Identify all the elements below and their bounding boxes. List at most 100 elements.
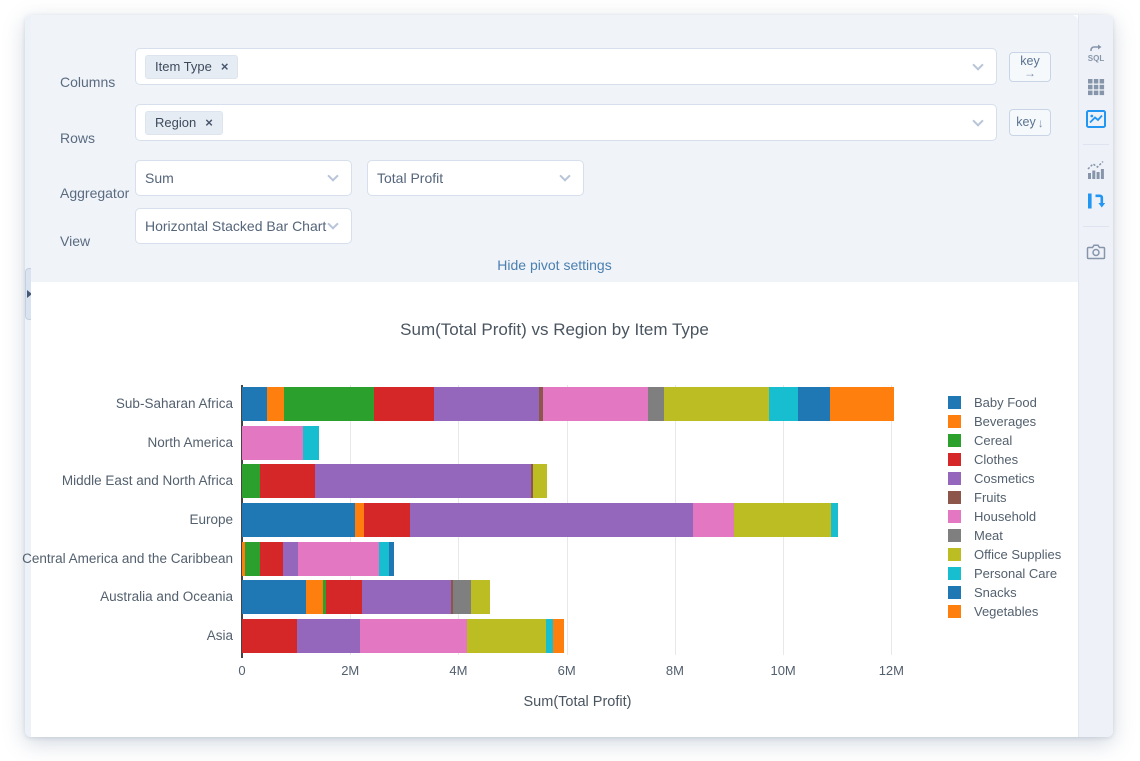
bar-segment[interactable] xyxy=(244,541,261,576)
legend-swatch xyxy=(948,510,961,523)
bar-segment[interactable] xyxy=(409,503,693,537)
view-select[interactable]: Horizontal Stacked Bar Chart xyxy=(135,208,352,244)
stacked-bar xyxy=(242,387,895,422)
bar-segment[interactable] xyxy=(362,580,452,615)
bar-segment[interactable] xyxy=(543,387,649,422)
bar-segment[interactable] xyxy=(545,618,553,653)
rows-select[interactable]: Region × xyxy=(135,104,997,141)
view-selected-value: Horizontal Stacked Bar Chart xyxy=(145,218,327,234)
chart-row: Central America and the Caribbean xyxy=(22,541,913,576)
legend-item[interactable]: Baby Food xyxy=(948,393,1061,412)
bar-segment[interactable] xyxy=(373,387,434,422)
bar-segment[interactable] xyxy=(242,580,306,615)
bar-segment[interactable] xyxy=(538,387,544,422)
legend-item[interactable]: Cereal xyxy=(948,431,1061,450)
legend-label: Vegetables xyxy=(974,604,1039,619)
bar-segment[interactable] xyxy=(467,618,546,653)
bar-segment[interactable] xyxy=(692,503,735,537)
legend-item[interactable]: Vegetables xyxy=(948,602,1061,621)
sql-export-icon[interactable]: SQL xyxy=(1085,41,1107,67)
legend-swatch xyxy=(948,567,961,580)
bar-segment[interactable] xyxy=(355,503,365,537)
aggregator-label: Aggregator xyxy=(60,185,130,201)
gridline xyxy=(891,385,893,655)
legend-item[interactable]: Meat xyxy=(948,526,1061,545)
remove-tag-icon[interactable]: × xyxy=(205,114,213,130)
legend-label: Clothes xyxy=(974,452,1019,467)
toolbar-divider xyxy=(1083,226,1109,227)
bar-segment[interactable] xyxy=(359,618,468,653)
bar-segment[interactable] xyxy=(325,580,363,615)
aggregator-value-select[interactable]: Total Profit xyxy=(367,160,584,196)
rows-key-button[interactable]: key ↓ xyxy=(1009,109,1051,136)
legend-item[interactable]: Cosmetics xyxy=(948,469,1061,488)
bar-segment[interactable] xyxy=(734,503,832,537)
stacked-bar xyxy=(242,618,564,653)
columns-key-button[interactable]: key → xyxy=(1009,52,1051,82)
columns-tag-item-type[interactable]: Item Type × xyxy=(145,54,239,79)
bar-segment[interactable] xyxy=(768,387,799,422)
legend-swatch xyxy=(948,453,961,466)
view-label: View xyxy=(60,233,91,249)
data-grid-icon[interactable] xyxy=(1085,75,1107,99)
bar-segment[interactable] xyxy=(298,541,380,576)
legend-item[interactable]: Beverages xyxy=(948,412,1061,431)
bar-segment[interactable] xyxy=(830,387,895,422)
remove-tag-icon[interactable]: × xyxy=(220,58,229,74)
bar-segment[interactable] xyxy=(831,503,838,537)
legend-swatch xyxy=(948,472,961,485)
bar-segment[interactable] xyxy=(242,464,260,499)
bar-segment[interactable] xyxy=(302,425,319,460)
bar-segment[interactable] xyxy=(364,503,410,537)
bar-segment[interactable] xyxy=(389,541,395,576)
hide-pivot-settings-link[interactable]: Hide pivot settings xyxy=(497,257,612,273)
bar-segment[interactable] xyxy=(282,541,299,576)
bar-segment[interactable] xyxy=(453,580,472,615)
bar-segment[interactable] xyxy=(530,464,533,499)
bar-segment[interactable] xyxy=(266,387,284,422)
y-axis-label: Australia and Oceania xyxy=(100,589,233,605)
bar-segment[interactable] xyxy=(471,580,490,615)
bar-segment[interactable] xyxy=(648,387,664,422)
stacked-bar xyxy=(242,541,395,576)
bar-segment[interactable] xyxy=(451,580,454,615)
camera-export-icon[interactable] xyxy=(1085,239,1107,263)
bar-segment[interactable] xyxy=(242,387,267,422)
legend-item[interactable]: Snacks xyxy=(948,583,1061,602)
bar-segment[interactable] xyxy=(242,618,297,653)
bar-segment[interactable] xyxy=(259,464,316,499)
bar-segment[interactable] xyxy=(242,541,245,576)
chart-image-icon[interactable] xyxy=(1085,107,1107,131)
bar-segment[interactable] xyxy=(433,387,539,422)
bar-segment[interactable] xyxy=(379,541,390,576)
bar-segment[interactable] xyxy=(305,580,323,615)
aggregator-select[interactable]: Sum xyxy=(135,160,352,196)
legend-item[interactable]: Household xyxy=(948,507,1061,526)
aggregator-selected-value: Sum xyxy=(145,170,174,186)
pivot-transpose-icon[interactable] xyxy=(1085,189,1107,213)
legend-swatch xyxy=(948,548,961,561)
legend-item[interactable]: Clothes xyxy=(948,450,1061,469)
legend-item[interactable]: Personal Care xyxy=(948,564,1061,583)
legend-item[interactable]: Fruits xyxy=(948,488,1061,507)
rows-tag-region[interactable]: Region × xyxy=(145,110,223,135)
bar-segment[interactable] xyxy=(798,387,831,422)
bar-segment[interactable] xyxy=(663,387,769,422)
bar-segment[interactable] xyxy=(532,464,547,499)
y-axis-label: Sub-Saharan Africa xyxy=(115,396,233,412)
bar-segment[interactable] xyxy=(315,464,531,499)
x-axis-tick-label: 0 xyxy=(238,663,246,678)
chevron-down-icon xyxy=(327,170,339,182)
x-axis-tick-label: 12M xyxy=(878,663,904,678)
bar-segment[interactable] xyxy=(322,580,326,615)
combo-chart-icon[interactable] xyxy=(1085,157,1107,181)
bar-segment[interactable] xyxy=(260,541,283,576)
bar-segment[interactable] xyxy=(283,387,374,422)
legend-item[interactable]: Office Supplies xyxy=(948,545,1061,564)
columns-select[interactable]: Item Type × xyxy=(135,48,997,85)
bar-segment[interactable] xyxy=(552,618,564,653)
chart-title: Sum(Total Profit) vs Region by Item Type xyxy=(400,320,709,339)
bar-segment[interactable] xyxy=(242,425,303,460)
bar-segment[interactable] xyxy=(242,503,356,537)
bar-segment[interactable] xyxy=(296,618,360,653)
